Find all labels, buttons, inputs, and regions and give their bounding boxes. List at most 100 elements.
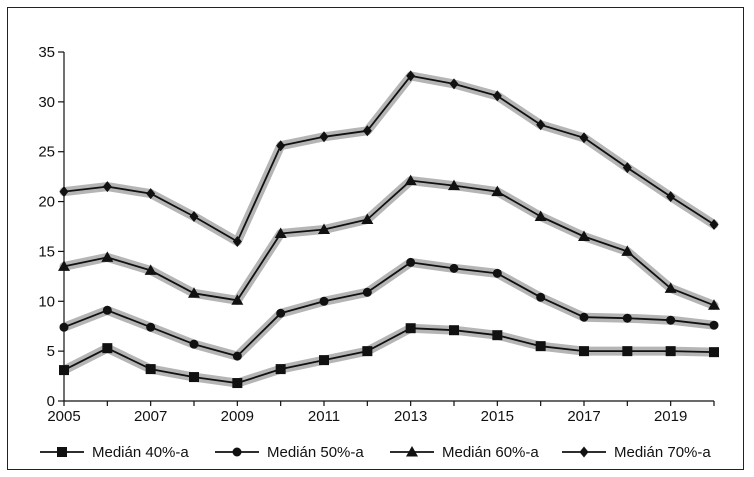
data-point bbox=[362, 287, 372, 297]
data-point bbox=[319, 131, 329, 143]
x-tick-label: 2005 bbox=[47, 408, 80, 425]
data-point bbox=[664, 282, 677, 293]
legend-marker bbox=[406, 446, 418, 457]
data-point bbox=[535, 341, 546, 352]
data-point bbox=[536, 292, 546, 302]
legend-marker bbox=[57, 447, 67, 457]
series-lines bbox=[63, 75, 715, 384]
data-point bbox=[232, 235, 242, 247]
legend-label: Medián 50%-a bbox=[267, 444, 364, 461]
data-point bbox=[189, 339, 199, 349]
data-point bbox=[491, 185, 504, 197]
data-point bbox=[59, 365, 69, 376]
x-tick-label: 2019 bbox=[654, 408, 687, 425]
data-point bbox=[579, 312, 589, 322]
data-point bbox=[666, 315, 676, 325]
data-point bbox=[275, 364, 286, 375]
data-point bbox=[318, 223, 330, 234]
data-point bbox=[145, 364, 156, 375]
data-point bbox=[59, 322, 69, 332]
legend-marker bbox=[579, 446, 589, 458]
data-point bbox=[534, 210, 547, 222]
data-point bbox=[144, 264, 157, 275]
data-point bbox=[102, 305, 112, 315]
x-tick-label: 2011 bbox=[308, 408, 340, 425]
y-tick-label: 25 bbox=[38, 144, 55, 161]
data-point bbox=[578, 230, 590, 241]
data-point bbox=[188, 287, 200, 298]
data-point bbox=[449, 78, 459, 90]
data-point bbox=[232, 378, 243, 389]
data-point bbox=[232, 351, 242, 361]
data-point bbox=[101, 251, 114, 262]
x-tick-label: 2013 bbox=[394, 408, 427, 425]
data-point bbox=[579, 132, 589, 144]
data-point bbox=[405, 323, 416, 334]
data-point bbox=[406, 70, 416, 82]
data-point bbox=[146, 188, 156, 200]
data-point bbox=[709, 219, 719, 231]
y-tick-label: 20 bbox=[38, 194, 55, 211]
data-point bbox=[579, 346, 589, 357]
data-point bbox=[361, 213, 374, 225]
x-tick-label: 2017 bbox=[567, 408, 600, 425]
data-point bbox=[58, 260, 70, 271]
y-tick-label: 15 bbox=[38, 243, 55, 260]
data-point bbox=[492, 90, 502, 102]
data-point bbox=[622, 346, 633, 357]
legend-label: Medián 40%-a bbox=[92, 444, 189, 461]
legend-label: Medián 60%-a bbox=[442, 444, 539, 461]
y-tick-label: 5 bbox=[47, 343, 55, 360]
x-tick-label: 2015 bbox=[481, 408, 514, 425]
chart-frame bbox=[7, 7, 744, 470]
data-point bbox=[621, 245, 634, 256]
x-tick-label: 2007 bbox=[134, 408, 167, 425]
data-point bbox=[708, 299, 720, 310]
data-point bbox=[492, 268, 502, 278]
data-point bbox=[448, 179, 460, 191]
data-point bbox=[622, 162, 632, 174]
axes bbox=[63, 52, 714, 402]
data-point bbox=[536, 119, 546, 131]
data-point bbox=[276, 308, 286, 318]
y-tick-label: 30 bbox=[38, 94, 55, 111]
y-tick-label: 10 bbox=[38, 293, 55, 310]
legend-label: Medián 70%-a bbox=[614, 444, 711, 461]
data-point bbox=[319, 296, 329, 306]
series-band bbox=[59, 323, 719, 388]
data-point bbox=[449, 263, 459, 273]
legend: Medián 40%-a Medián 50%-a Medián 60%-a Medi… bbox=[40, 444, 711, 461]
y-tick-label: 0 bbox=[47, 393, 55, 410]
y-tick-label: 35 bbox=[38, 44, 55, 61]
series-markers bbox=[58, 70, 720, 389]
data-point bbox=[319, 355, 329, 366]
data-point bbox=[274, 227, 287, 238]
data-point bbox=[362, 346, 373, 357]
data-point bbox=[189, 211, 199, 223]
data-point bbox=[709, 347, 719, 358]
data-point bbox=[102, 343, 113, 354]
x-tick-label: 2009 bbox=[221, 408, 254, 425]
series-line bbox=[63, 327, 715, 384]
data-point bbox=[102, 181, 112, 193]
x-ticks: 2005 2007 2009 2011 2013 2015 2017 2019 bbox=[47, 401, 715, 425]
confidence-bands bbox=[59, 71, 719, 388]
data-point bbox=[666, 191, 676, 203]
data-point bbox=[404, 174, 417, 186]
y-ticks: 0 5 10 15 20 25 30 35 bbox=[38, 44, 64, 410]
data-point bbox=[492, 330, 503, 341]
series-line bbox=[63, 75, 715, 243]
data-point bbox=[276, 140, 286, 152]
data-point bbox=[59, 186, 69, 198]
series-band bbox=[59, 71, 719, 246]
data-point bbox=[449, 325, 459, 336]
data-point bbox=[709, 320, 719, 330]
data-point bbox=[231, 294, 244, 305]
data-point bbox=[406, 257, 416, 267]
data-point bbox=[146, 322, 156, 332]
series-line bbox=[63, 261, 715, 357]
series-line bbox=[63, 179, 715, 307]
data-point bbox=[665, 346, 676, 357]
data-point bbox=[622, 313, 632, 323]
